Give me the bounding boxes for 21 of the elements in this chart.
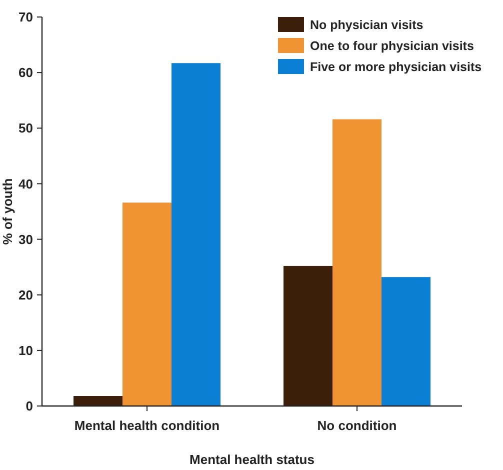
x-tick-label: No condition: [317, 418, 397, 433]
y-tick-label: 30: [18, 232, 33, 247]
x-axis-title: Mental health status: [190, 452, 314, 467]
legend-label: No physician visits: [310, 18, 424, 32]
y-tick-label: 40: [18, 176, 33, 192]
bar: [284, 266, 332, 406]
bar: [74, 396, 122, 406]
y-tick-label: 20: [18, 287, 33, 302]
bar: [332, 119, 382, 406]
bar: [382, 277, 430, 406]
y-axis-title: % of youth: [0, 178, 15, 245]
legend-label: One to four physician visits: [310, 39, 474, 53]
bar: [172, 63, 220, 406]
y-tick-label: 70: [18, 10, 33, 25]
bar: [122, 202, 172, 406]
y-tick-label: 0: [26, 398, 33, 414]
x-tick-label: Mental health condition: [74, 418, 220, 433]
y-tick-label: 60: [18, 65, 33, 80]
y-tick-label: 10: [18, 342, 33, 358]
legend-label: Five or more physician visits: [310, 60, 482, 74]
y-tick-label: 50: [18, 120, 33, 136]
